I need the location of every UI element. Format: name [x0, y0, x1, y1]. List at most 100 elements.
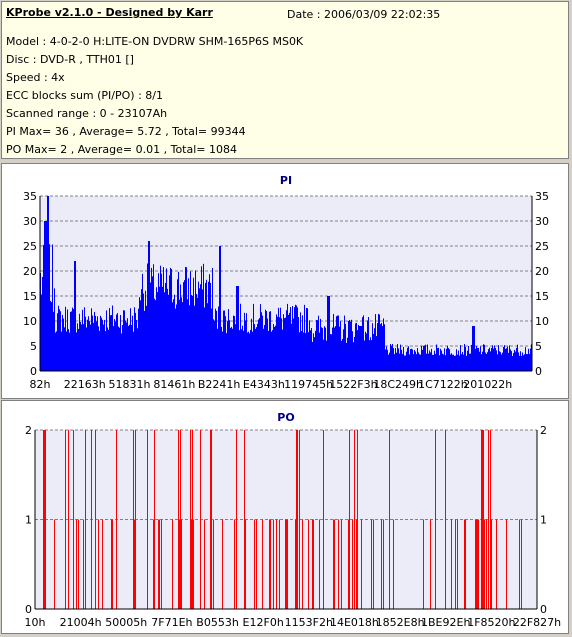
- pi-bar: [416, 354, 417, 371]
- po-bar: [389, 430, 390, 609]
- pi-bar: [97, 316, 98, 371]
- pi-bar: [218, 306, 219, 371]
- pi-bar: [353, 342, 354, 371]
- pi-bar: [114, 319, 115, 371]
- pi-bar: [221, 326, 222, 371]
- pi-bar: [145, 290, 146, 371]
- range-line: Scanned range : 0 - 23107Ah: [6, 107, 168, 120]
- po-bar: [172, 519, 173, 609]
- po-bar: [44, 430, 45, 609]
- pi-bar: [178, 271, 179, 371]
- po-bar: [83, 519, 84, 609]
- pi-bar: [359, 326, 360, 371]
- pi-bar: [256, 327, 257, 371]
- y-tick-label-right: 15: [535, 290, 549, 303]
- pi-bar: [489, 347, 490, 371]
- pi-bar: [432, 354, 433, 371]
- pi-bar: [427, 344, 428, 371]
- pi-bar: [304, 304, 305, 371]
- pi-chart-panel: PI 0 0 5 5 10 10 15 15 20 20 25 25 30 30 35 35 82h 22163h 5…: [1, 163, 569, 399]
- pi-bar: [131, 325, 132, 371]
- x-tick-label: 14E018h: [330, 616, 379, 629]
- pi-bar: [331, 334, 332, 371]
- pi-bar: [374, 328, 375, 371]
- y-tick-label-right: 0: [535, 365, 542, 378]
- y-tick-label-right: 2: [540, 424, 547, 437]
- pi-bar: [282, 329, 283, 371]
- pi-bar: [418, 352, 419, 371]
- pi-bar: [451, 353, 452, 371]
- pi-bar: [408, 346, 409, 371]
- po-bar: [482, 430, 483, 609]
- pi-bar: [257, 323, 258, 371]
- pi-bar: [369, 340, 370, 371]
- x-tick-label: 10h: [25, 616, 46, 629]
- po-bar: [112, 519, 113, 609]
- pi-bar: [305, 333, 306, 371]
- pi-bar: [88, 316, 89, 371]
- x-tick-label: 50005h: [105, 616, 147, 629]
- pi-bar: [461, 354, 462, 371]
- x-tick-label: 119745h: [284, 378, 333, 391]
- pi-bar: [392, 344, 393, 371]
- pi-bar: [474, 326, 475, 371]
- pi-bar: [118, 326, 119, 371]
- pi-bar: [351, 319, 352, 371]
- po-bar: [210, 430, 211, 609]
- pi-bar: [180, 284, 181, 371]
- y-tick-label-right: 25: [535, 240, 549, 253]
- pi-bar: [391, 345, 392, 371]
- pi-bar: [165, 282, 166, 371]
- pi-bar: [413, 354, 414, 371]
- po-bar: [488, 430, 489, 609]
- pi-bar: [116, 314, 117, 371]
- po-bar: [76, 519, 77, 609]
- pi-bar: [367, 320, 368, 371]
- pi-bar: [244, 312, 245, 371]
- po-bar: [161, 519, 162, 609]
- pi-bar: [340, 321, 341, 371]
- pi-bar: [84, 307, 85, 371]
- pi-bar: [71, 311, 72, 371]
- x-tick-label: 18C249h: [373, 378, 423, 391]
- pi-bar: [421, 345, 422, 371]
- pi-bar: [166, 268, 167, 371]
- pi-bar: [69, 332, 70, 371]
- pi-bar: [209, 274, 210, 371]
- pi-bar: [417, 348, 418, 371]
- pi-bar: [211, 308, 212, 371]
- pi-bar: [337, 315, 338, 371]
- po-bar: [361, 519, 362, 609]
- pi-bar: [51, 302, 52, 371]
- pi-bar: [311, 328, 312, 371]
- pi-bar: [348, 320, 349, 371]
- pi-bar: [215, 308, 216, 371]
- pi-bar: [381, 322, 382, 371]
- po-bar: [491, 519, 492, 609]
- pi-bar: [45, 221, 46, 371]
- pi-bar: [76, 332, 77, 371]
- pi-bar: [74, 261, 75, 371]
- po-bar: [312, 519, 313, 609]
- po-chart: PO 0 0 1 1 2 2 10h 21004h 50005h 7F71Eh B0553h E12F0…: [25, 411, 562, 629]
- pi-bar: [497, 354, 498, 371]
- pi-bar: [143, 293, 144, 371]
- po-bar: [430, 519, 431, 609]
- app-title: KProbe v2.1.0 - Designed by Karr: [6, 6, 213, 19]
- pi-bar: [139, 297, 140, 371]
- pi-bar: [65, 306, 66, 371]
- po-bar: [190, 430, 191, 609]
- pi-bar: [470, 353, 471, 371]
- pi-bar: [529, 354, 530, 371]
- pi-bar: [341, 340, 342, 371]
- x-tick-label: 1153F2h: [285, 616, 333, 629]
- x-tick-label: 82h: [30, 378, 51, 391]
- pi-bar: [515, 351, 516, 371]
- pi-bar: [308, 332, 309, 371]
- pi-bar: [66, 331, 67, 371]
- pi-bar: [89, 321, 90, 371]
- pi-bar: [384, 324, 385, 371]
- pi-bar: [137, 328, 138, 371]
- pi-bar: [363, 315, 364, 371]
- pi-bar: [122, 325, 123, 371]
